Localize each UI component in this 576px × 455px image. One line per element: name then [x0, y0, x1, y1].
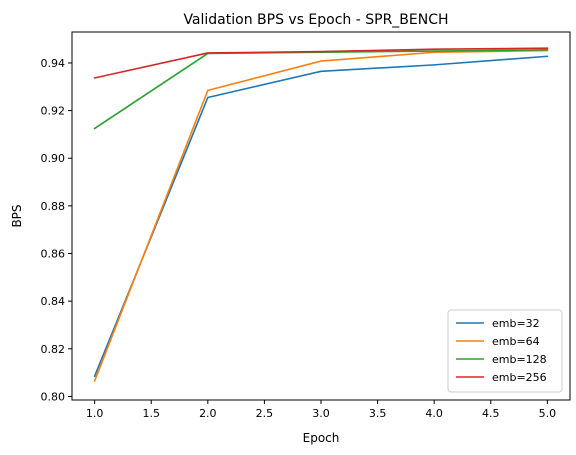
y-tick-label: 0.86 — [41, 248, 66, 261]
x-tick-label: 3.5 — [369, 407, 387, 420]
legend-label: emb=32 — [492, 317, 540, 330]
y-tick-label: 0.84 — [41, 295, 66, 308]
x-axis-ticks: 1.0 1.5 2.0 2.5 3.0 3.5 4.0 4.5 5.0 — [86, 400, 556, 420]
y-axis-ticks: 0.80 0.82 0.84 0.86 0.88 0.90 0.92 0.94 — [41, 57, 72, 403]
x-tick-label: 2.0 — [199, 407, 217, 420]
x-tick-label: 4.0 — [425, 407, 443, 420]
legend-label: emb=256 — [492, 371, 547, 384]
y-tick-label: 0.88 — [41, 200, 66, 213]
series-line-emb-256 — [93, 47, 549, 79]
legend-label: emb=128 — [492, 353, 547, 366]
y-tick-label: 0.92 — [41, 105, 66, 118]
legend-box — [447, 309, 563, 393]
x-tick-label: 2.5 — [256, 407, 274, 420]
y-axis-label: BPS — [10, 204, 24, 227]
x-tick-label: 3.0 — [312, 407, 330, 420]
y-tick-label: 0.90 — [41, 152, 66, 165]
chart-title: Validation BPS vs Epoch - SPR_BENCH — [183, 12, 448, 28]
plot-area — [93, 47, 549, 382]
series-line-emb-64 — [93, 49, 549, 382]
legend-label: emb=64 — [492, 335, 540, 348]
y-tick-label: 0.94 — [41, 57, 66, 70]
legend: emb=32 emb=64 emb=128 emb=256 — [447, 309, 563, 393]
series-line-emb-32 — [93, 55, 549, 378]
x-tick-label: 5.0 — [539, 407, 557, 420]
x-axis-label: Epoch — [303, 431, 340, 445]
y-tick-label: 0.80 — [41, 390, 66, 403]
x-tick-label: 4.5 — [482, 407, 500, 420]
x-tick-label: 1.0 — [86, 407, 104, 420]
x-tick-label: 1.5 — [142, 407, 160, 420]
y-tick-label: 0.82 — [41, 343, 66, 356]
